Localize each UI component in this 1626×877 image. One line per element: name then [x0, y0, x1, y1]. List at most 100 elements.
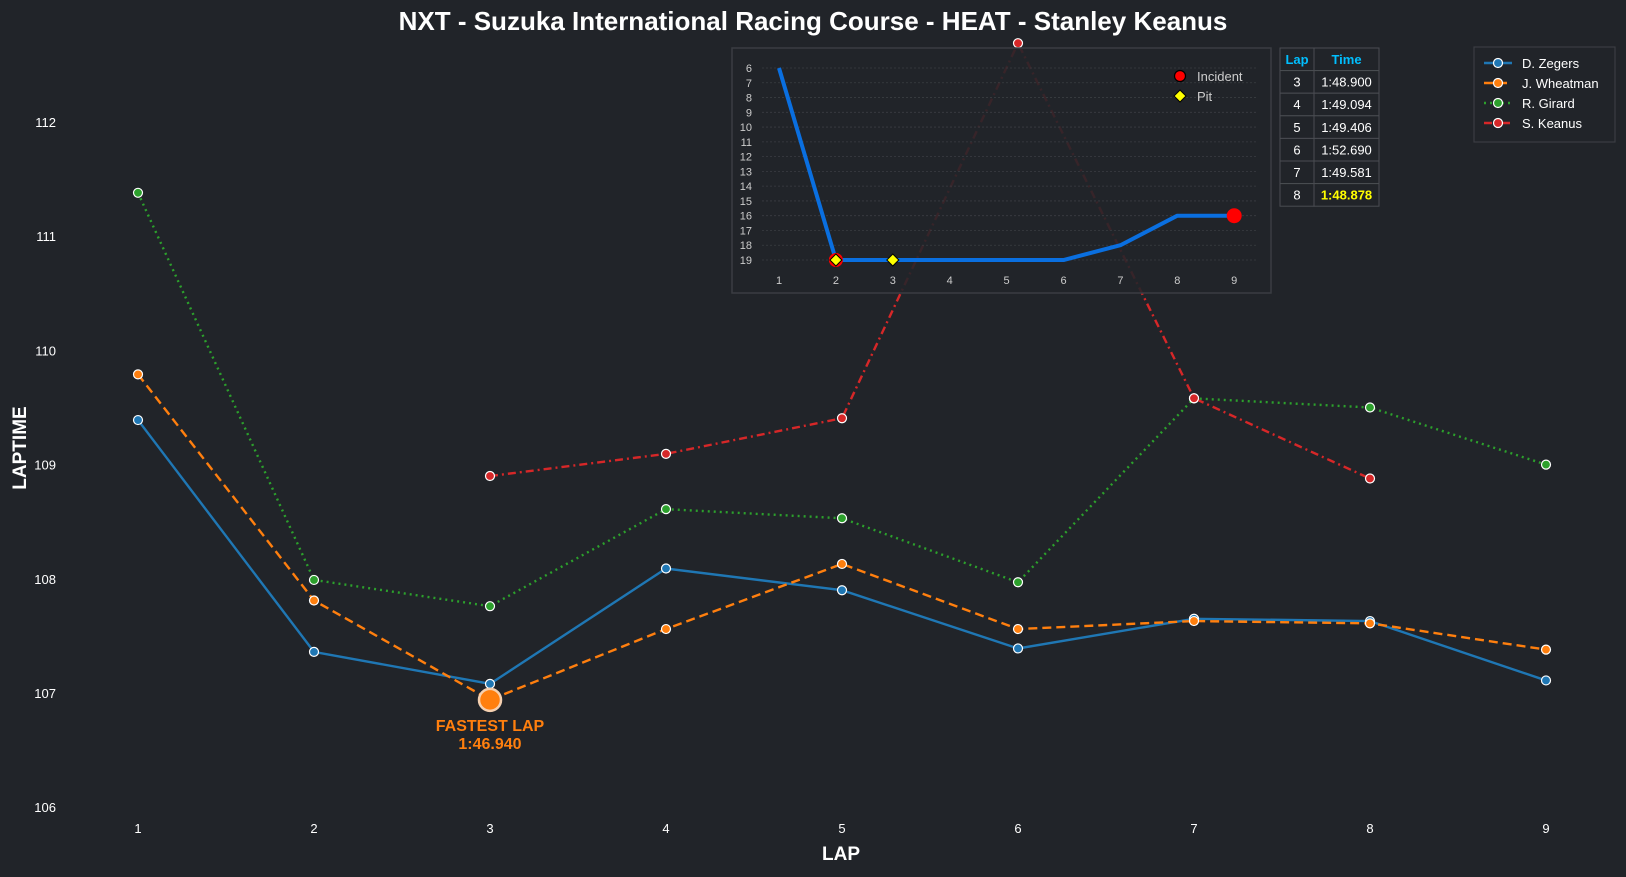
- data-point: [660, 623, 672, 635]
- table-time-value: 1:49.581: [1321, 165, 1372, 180]
- table-time-value: 1:48.878: [1321, 188, 1372, 203]
- data-point: [660, 563, 672, 574]
- table-time-value: 1:49.094: [1321, 97, 1372, 112]
- inset-y-tick-label: 17: [740, 225, 752, 237]
- inset-y-tick-label: 18: [740, 240, 752, 252]
- table-lap-value: 7: [1293, 165, 1300, 180]
- fastest-lap-time: 1:46.940: [458, 736, 521, 753]
- series-j-wheatman: [132, 369, 1552, 705]
- inset-x-tick-label: 4: [947, 275, 953, 287]
- legend-label: S. Keanus: [1522, 116, 1582, 131]
- data-point: [1540, 675, 1552, 686]
- pit-legend-marker: [1173, 89, 1187, 103]
- data-point: [1012, 38, 1024, 49]
- data-point: [132, 414, 144, 426]
- chart-title: NXT - Suzuka International Racing Course…: [399, 6, 1228, 36]
- data-point: [132, 187, 144, 198]
- y-tick-label: 111: [36, 229, 56, 244]
- table-lap-value: 6: [1293, 142, 1300, 157]
- data-point: [1364, 473, 1376, 484]
- data-point: [1364, 402, 1376, 413]
- table-time-value: 1:52.690: [1321, 142, 1372, 157]
- data-point: [308, 595, 320, 606]
- incident-legend-label: Incident: [1197, 69, 1243, 84]
- data-point: [1364, 618, 1376, 629]
- inset-y-tick-label: 13: [740, 166, 752, 178]
- inset-x-tick-label: 3: [890, 275, 896, 287]
- inset-x-tick-label: 2: [833, 275, 839, 287]
- y-tick-label: 107: [34, 686, 56, 701]
- inset-x-tick-label: 8: [1174, 275, 1180, 287]
- x-tick-label: 6: [1014, 821, 1021, 836]
- y-tick-label: 106: [34, 800, 56, 815]
- inset-y-tick-label: 8: [746, 93, 752, 105]
- table-cell: [1313, 183, 1380, 207]
- inset-y-tick-label: 14: [740, 181, 752, 193]
- inset-y-tick-label: 12: [740, 152, 752, 164]
- lap-time-table: Lap Time 3 1:48.900 4 1:49.094 5 1:49.406 6 1:52.…: [1279, 47, 1380, 207]
- inset-x-tick-label: 9: [1231, 275, 1237, 287]
- data-point: [1188, 615, 1200, 627]
- table-lap-value: 3: [1293, 75, 1300, 90]
- series-line: [137, 373, 1547, 702]
- data-point: [836, 413, 848, 424]
- x-tick-label: 3: [486, 821, 493, 836]
- inset-x-tick-label: 5: [1004, 275, 1010, 287]
- inset-y-tick-label: 10: [740, 122, 752, 134]
- data-point: [132, 369, 144, 380]
- pit-marker: [829, 253, 843, 267]
- fastest-lap-marker: [477, 687, 503, 713]
- data-point: [660, 448, 672, 459]
- y-tick-label: 109: [34, 458, 56, 473]
- data-point: [836, 513, 848, 524]
- inset-y-tick-label: 9: [746, 107, 752, 119]
- data-point: [484, 678, 496, 689]
- inset-frame: [731, 47, 1272, 294]
- table-header-time: Time: [1331, 52, 1361, 67]
- data-point: [1012, 623, 1024, 635]
- pit-legend-label: Pit: [1197, 89, 1213, 104]
- x-tick-label: 4: [662, 821, 669, 836]
- data-point: [1012, 643, 1024, 654]
- legend-label: R. Girard: [1522, 96, 1575, 111]
- pit-marker: [886, 253, 900, 267]
- data-point: [836, 585, 848, 596]
- data-point: [1540, 644, 1552, 655]
- x-tick-label: 8: [1366, 821, 1373, 836]
- data-point: [484, 601, 496, 612]
- table-time-value: 1:49.406: [1321, 120, 1372, 135]
- inset-position-line: [777, 67, 1235, 263]
- inset-x-tick-label: 6: [1060, 275, 1066, 287]
- y-tick-label: 110: [35, 343, 56, 358]
- legend-marker: [1492, 97, 1504, 109]
- inset-y-tick-label: 15: [740, 196, 752, 208]
- x-tick-label: 7: [1190, 821, 1197, 836]
- table-lap-value: 5: [1293, 120, 1300, 135]
- inset-x-tick-label: 7: [1117, 275, 1123, 287]
- inset-y-tick-label: 7: [746, 78, 752, 90]
- fastest-lap-label: FASTEST LAP: [436, 718, 545, 735]
- data-point: [836, 558, 848, 570]
- fastest-lap-annotation: FASTEST LAP 1:46.940: [436, 687, 545, 753]
- legend-label: D. Zegers: [1522, 56, 1580, 71]
- legend-marker: [1492, 57, 1504, 69]
- table-lap-value: 4: [1293, 97, 1300, 112]
- table-time-value: 1:48.900: [1321, 75, 1372, 90]
- data-point: [1540, 459, 1552, 470]
- legend-label: J. Wheatman: [1522, 76, 1599, 91]
- x-tick-label: 1: [134, 821, 141, 836]
- inset-y-tick-label: 19: [740, 255, 752, 267]
- data-point: [484, 470, 496, 482]
- incident-legend-marker: [1173, 69, 1187, 83]
- incident-marker: [1226, 208, 1242, 224]
- inset-x-tick-label: 1: [776, 275, 782, 287]
- x-axis-label: LAP: [822, 844, 860, 865]
- inset-y-tick-label: 16: [740, 211, 752, 223]
- table-lap-value: 8: [1293, 188, 1300, 203]
- x-tick-label: 2: [310, 821, 317, 836]
- data-point: [1188, 393, 1200, 404]
- data-point: [308, 574, 320, 586]
